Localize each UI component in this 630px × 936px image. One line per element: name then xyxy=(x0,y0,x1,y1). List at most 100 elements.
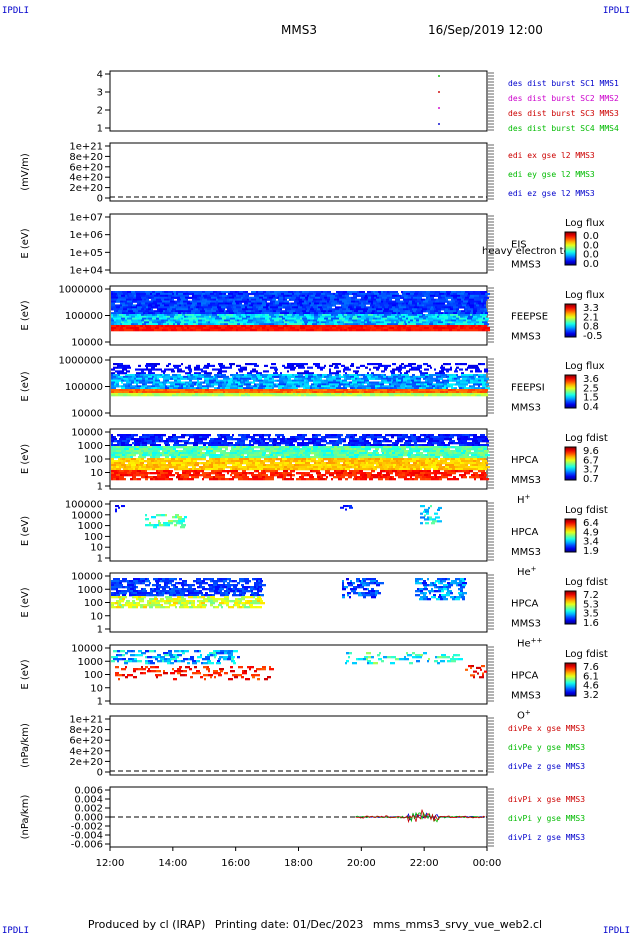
pixel xyxy=(155,312,160,314)
pixel xyxy=(410,378,413,380)
pixel xyxy=(445,327,448,329)
pixel xyxy=(347,329,349,331)
pixel xyxy=(285,291,288,293)
pixel xyxy=(333,293,335,295)
pixel xyxy=(149,303,152,305)
pixel xyxy=(428,389,430,391)
pixel xyxy=(469,291,473,293)
pixel xyxy=(133,434,138,436)
pixel xyxy=(118,374,120,376)
pixel xyxy=(467,367,472,369)
pixel xyxy=(247,301,251,303)
pixel xyxy=(424,395,428,397)
pixel xyxy=(447,374,449,376)
pixel xyxy=(257,303,262,305)
pixel xyxy=(329,372,332,374)
pixel xyxy=(342,329,344,331)
pixel xyxy=(453,374,456,376)
pixel xyxy=(327,374,332,376)
pixel xyxy=(484,378,489,380)
pixel xyxy=(253,391,258,393)
pixel xyxy=(270,320,274,322)
pixel xyxy=(204,376,208,378)
pixel xyxy=(300,308,305,310)
pixel xyxy=(218,385,222,387)
colorbar-title: Log fdist xyxy=(565,433,608,444)
pixel xyxy=(460,316,463,318)
pixel xyxy=(249,391,253,393)
pixel xyxy=(196,325,198,327)
pixel xyxy=(407,380,411,382)
pixel xyxy=(387,446,392,448)
pixel xyxy=(196,323,198,325)
pixel xyxy=(335,450,337,452)
pixel xyxy=(197,382,200,384)
pixel xyxy=(193,434,195,436)
pixel xyxy=(168,329,171,331)
pixel xyxy=(144,369,147,371)
pixel xyxy=(392,312,396,314)
pixel xyxy=(143,376,148,378)
pixel xyxy=(427,314,431,316)
pixel xyxy=(443,363,448,365)
pixel xyxy=(367,295,371,297)
pixel xyxy=(230,436,233,438)
pixel xyxy=(280,299,283,301)
pixel xyxy=(377,374,379,376)
pixel xyxy=(193,291,197,293)
pixel xyxy=(428,320,433,322)
pixel xyxy=(221,316,226,318)
pixel xyxy=(380,310,383,312)
pixel xyxy=(184,442,188,444)
pixel xyxy=(321,320,323,322)
pixel xyxy=(184,323,188,325)
pixel xyxy=(265,448,268,450)
pixel xyxy=(229,327,233,329)
pixel xyxy=(211,310,216,312)
pixel xyxy=(168,291,173,293)
pixel xyxy=(117,293,119,295)
pixel xyxy=(270,312,272,314)
pixel xyxy=(367,383,369,385)
pixel xyxy=(291,367,296,369)
pixel xyxy=(279,378,281,380)
pixel xyxy=(180,378,183,380)
pixel xyxy=(471,320,476,322)
pixel xyxy=(304,299,306,301)
pixel xyxy=(111,320,114,322)
y-tick-label: 100 xyxy=(84,598,103,609)
pixel xyxy=(266,304,269,306)
pixel xyxy=(164,391,169,393)
pixel xyxy=(433,448,438,450)
pixel xyxy=(243,321,247,323)
pixel xyxy=(430,389,435,391)
pixel xyxy=(118,312,122,314)
pixel xyxy=(405,444,408,446)
pixel xyxy=(374,438,377,440)
pixel xyxy=(364,380,369,382)
pixel xyxy=(203,382,205,384)
pixel xyxy=(167,450,170,452)
pixel xyxy=(350,436,353,438)
pixel xyxy=(452,391,456,393)
pixel xyxy=(174,318,178,320)
pixel xyxy=(214,442,218,444)
pixel xyxy=(114,383,116,385)
pixel xyxy=(153,363,158,365)
pixel xyxy=(305,312,310,314)
pixel xyxy=(378,378,381,380)
pixel xyxy=(426,385,429,387)
pixel xyxy=(173,448,176,450)
pixel xyxy=(192,318,197,320)
pixel xyxy=(333,387,336,389)
pixel xyxy=(287,374,292,376)
pixel xyxy=(470,295,474,297)
pixel xyxy=(142,299,144,301)
pixel xyxy=(247,391,249,393)
pixel xyxy=(413,295,417,297)
pixel xyxy=(128,365,130,367)
pixel xyxy=(247,327,250,329)
pixel xyxy=(118,376,120,378)
pixel xyxy=(410,318,414,320)
pixel xyxy=(453,295,456,297)
